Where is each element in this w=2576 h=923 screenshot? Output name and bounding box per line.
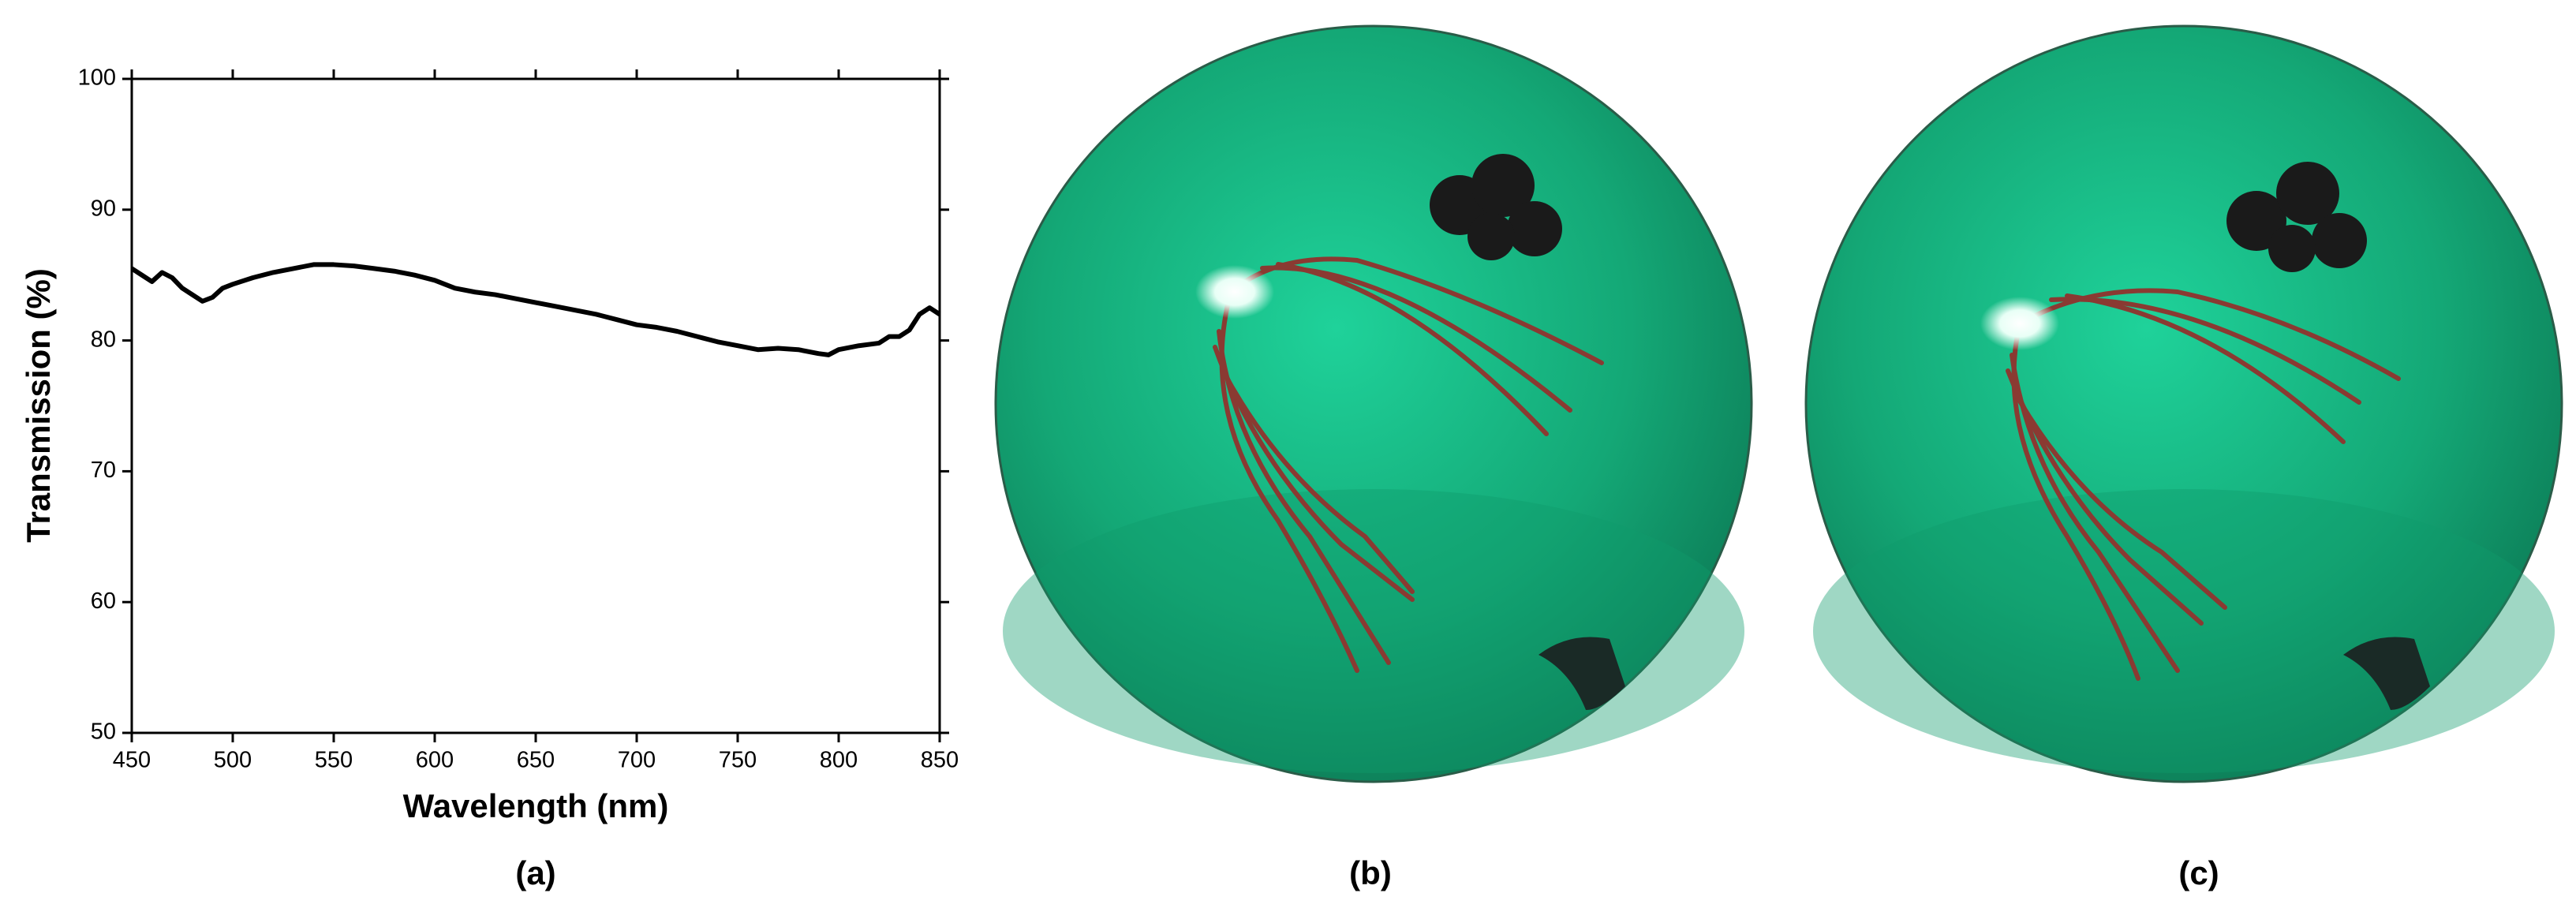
x-tick-label: 550 xyxy=(315,748,353,773)
x-tick-label: 450 xyxy=(113,748,151,773)
x-tick-label: 500 xyxy=(214,748,252,773)
x-tick-label: 850 xyxy=(921,748,959,773)
y-tick-label: 60 xyxy=(91,589,116,614)
y-tick-label: 100 xyxy=(78,65,116,91)
x-axis-label: Wavelength (nm) xyxy=(403,787,669,824)
photo-b xyxy=(994,24,1753,783)
panel-label: (b) xyxy=(1349,854,1392,891)
y-tick-label: 90 xyxy=(91,196,116,221)
x-tick-label: 750 xyxy=(719,748,757,773)
y-axis-label: Transmission (%) xyxy=(20,268,57,543)
panel-label: (c) xyxy=(2178,854,2219,891)
y-tick-label: 50 xyxy=(91,719,116,745)
x-tick-label: 600 xyxy=(416,748,454,773)
y-tick-label: 70 xyxy=(91,458,116,483)
data-line xyxy=(130,262,941,357)
x-tick-label: 800 xyxy=(820,748,858,773)
plot-frame xyxy=(130,77,941,734)
x-tick-label: 650 xyxy=(517,748,555,773)
y-tick-label: 80 xyxy=(91,327,116,352)
x-tick-label: 700 xyxy=(618,748,656,773)
panel-label: (a) xyxy=(515,854,555,891)
photo-c xyxy=(1804,24,2563,783)
